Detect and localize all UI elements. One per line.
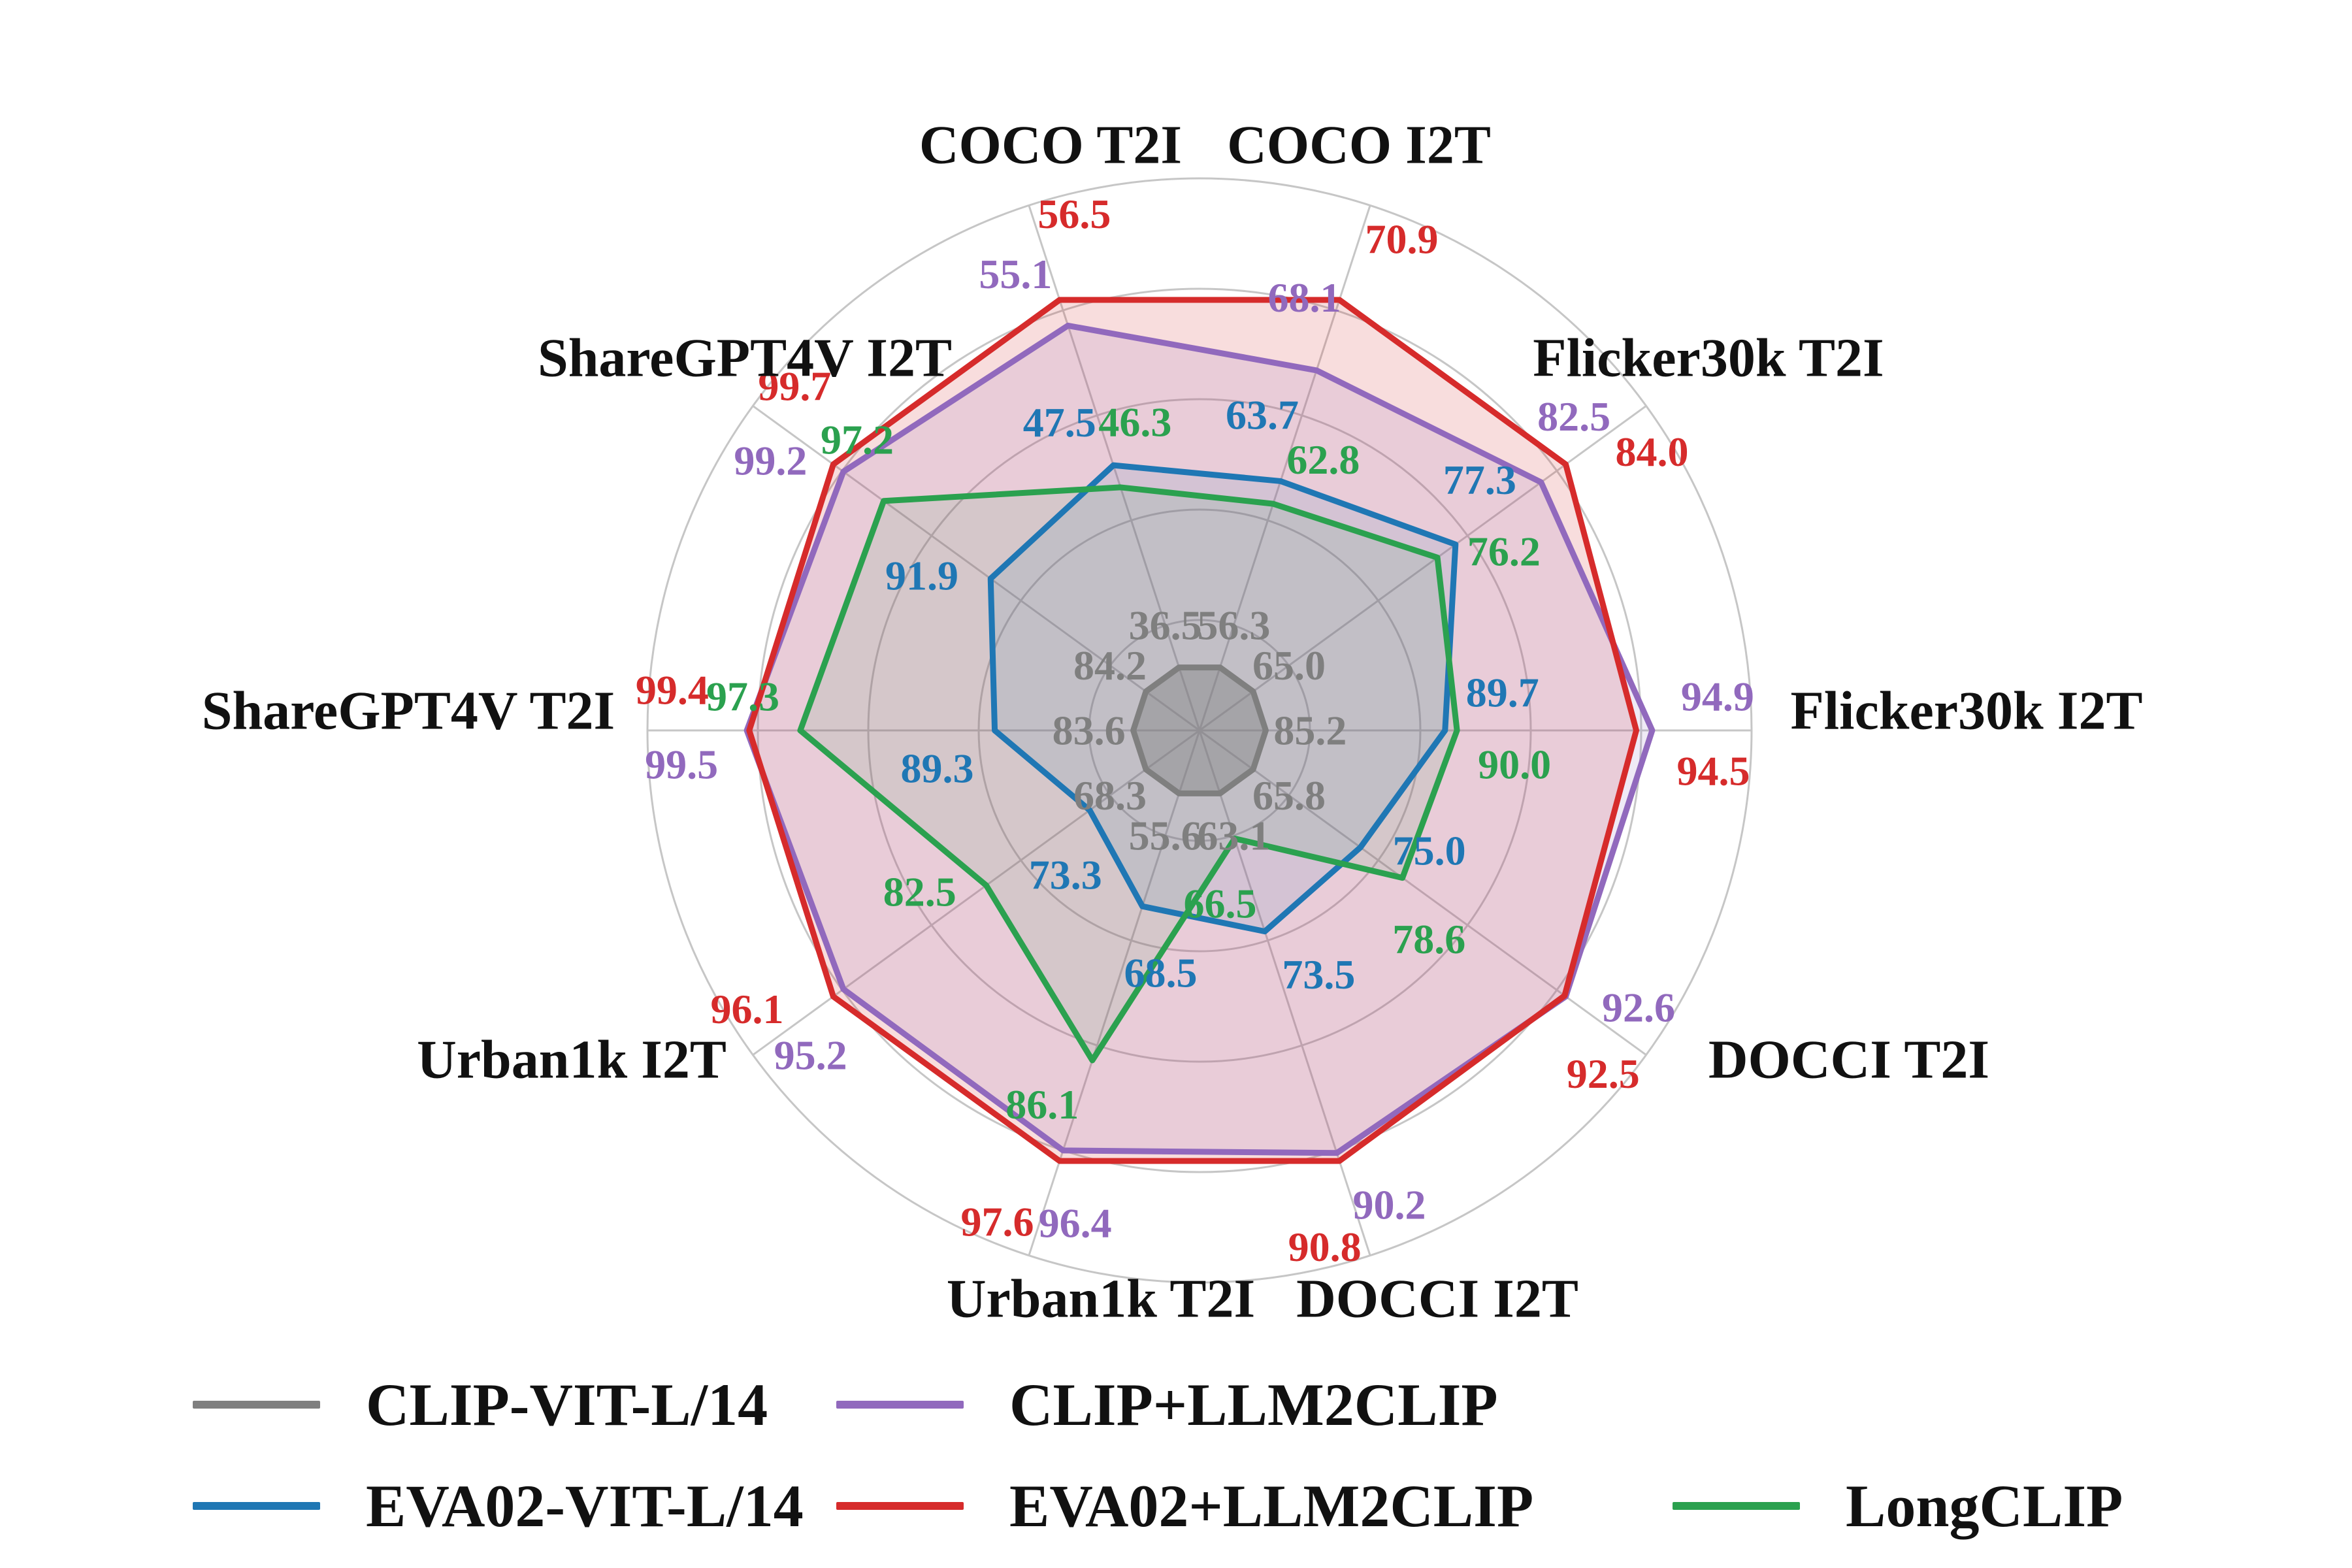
- legend-label-eva02-llm2clip: EVA02+LLM2CLIP: [1009, 1473, 1534, 1539]
- grid-spoke-docci-t2i: [1199, 729, 1647, 1056]
- value-label-clip-vit-l-14-coco-t2i: 36.5: [1129, 602, 1202, 648]
- value-label-longclip-urban1k-i2t: 82.5: [883, 868, 956, 915]
- axis-label-urban1k-i2t: Urban1k I2T: [417, 1030, 727, 1090]
- axis-label-coco-t2i: COCO T2I: [919, 115, 1182, 176]
- grid-spoke-docci-i2t: [1198, 730, 1371, 1256]
- value-label-clip-vit-l-14-sharegpt4v-t2i: 83.6: [1053, 708, 1126, 754]
- value-label-longclip-docci-t2i: 78.6: [1392, 916, 1465, 962]
- value-label-eva02-llm2clip-urban1k-t2i: 97.6: [960, 1199, 1034, 1245]
- axis-label-docci-t2i: DOCCI T2I: [1708, 1030, 1989, 1090]
- value-label-eva02-llm2clip-flicker30k-t2i: 84.0: [1615, 429, 1688, 475]
- value-label-clip-llm2clip-docci-i2t: 90.2: [1353, 1181, 1426, 1228]
- value-label-clip-llm2clip-flicker30k-t2i: 82.5: [1537, 393, 1610, 440]
- legend-swatch-eva02-vit-l-14: [193, 1502, 320, 1510]
- value-label-clip-vit-l-14-urban1k-i2t: 68.3: [1073, 772, 1147, 819]
- axis-label-sharegpt4v-t2i: ShareGPT4V T2I: [202, 681, 615, 742]
- value-label-clip-llm2clip-coco-t2i: 55.1: [979, 251, 1052, 297]
- value-label-eva02-vit-l-14-sharegpt4v-t2i: 89.3: [901, 745, 974, 792]
- value-label-clip-vit-l-14-docci-t2i: 65.8: [1252, 772, 1326, 819]
- grid-spoke-urban1k-i2t: [752, 729, 1200, 1056]
- value-label-clip-llm2clip-sharegpt4v-t2i: 99.5: [645, 742, 718, 788]
- value-label-eva02-llm2clip-urban1k-i2t: 96.1: [711, 986, 784, 1032]
- axis-label-docci-i2t: DOCCI I2T: [1296, 1269, 1578, 1330]
- legend-item-longclip: LongCLIP: [1673, 1476, 2123, 1536]
- legend-label-eva02-vit-l-14: EVA02-VIT-L/14: [366, 1473, 804, 1539]
- grid-spoke-coco-i2t: [1198, 204, 1371, 731]
- value-label-longclip-sharegpt4v-t2i: 97.3: [706, 674, 779, 720]
- axis-label-urban1k-t2i: Urban1k T2I: [947, 1269, 1255, 1330]
- value-label-eva02-llm2clip-docci-t2i: 92.5: [1567, 1051, 1640, 1097]
- value-label-longclip-flicker30k-t2i: 76.2: [1467, 528, 1541, 574]
- value-label-longclip-docci-i2t: 66.5: [1184, 881, 1257, 927]
- grid-spoke-urban1k-t2i: [1028, 730, 1201, 1256]
- value-label-eva02-llm2clip-coco-t2i: 56.5: [1037, 191, 1111, 237]
- value-label-clip-vit-l-14-flicker30k-t2i: 65.0: [1252, 642, 1326, 689]
- series-outline-eva02-llm2clip: [746, 297, 1640, 1164]
- legend-label-clip-llm2clip: CLIP+LLM2CLIP: [1009, 1371, 1498, 1438]
- legend-item-clip-llm2clip: CLIP+LLM2CLIP: [836, 1375, 1498, 1435]
- value-label-eva02-vit-l-14-coco-t2i: 47.5: [1023, 399, 1096, 446]
- value-label-eva02-vit-l-14-docci-i2t: 73.5: [1282, 951, 1355, 998]
- value-label-longclip-sharegpt4v-i2t: 97.2: [821, 417, 894, 463]
- value-label-eva02-vit-l-14-urban1k-t2i: 68.5: [1124, 949, 1197, 996]
- value-label-clip-llm2clip-urban1k-i2t: 95.2: [774, 1032, 847, 1078]
- value-label-clip-vit-l-14-flicker30k-i2t: 85.2: [1273, 708, 1347, 754]
- value-label-longclip-urban1k-t2i: 86.1: [1005, 1081, 1079, 1128]
- value-label-clip-llm2clip-docci-t2i: 92.6: [1602, 984, 1675, 1030]
- series-outline-eva02-vit-l-14: [987, 462, 1459, 935]
- value-label-eva02-llm2clip-sharegpt4v-i2t: 99.7: [758, 363, 831, 410]
- legend-label-clip-vit-l-14: CLIP-VIT-L/14: [366, 1371, 768, 1438]
- grid-spoke-flicker30k-t2i: [1199, 405, 1647, 732]
- legend-label-longclip: LongCLIP: [1846, 1473, 2123, 1539]
- legend-swatch-clip-vit-l-14: [193, 1401, 320, 1409]
- series-fill-eva02-llm2clip: [749, 300, 1637, 1161]
- legend-swatch-eva02-llm2clip: [836, 1502, 964, 1510]
- value-label-eva02-vit-l-14-urban1k-i2t: 73.3: [1029, 851, 1102, 898]
- value-label-eva02-vit-l-14-coco-i2t: 63.7: [1226, 391, 1299, 438]
- value-label-eva02-llm2clip-sharegpt4v-t2i: 99.4: [636, 667, 709, 713]
- value-label-clip-vit-l-14-sharegpt4v-i2t: 84.2: [1073, 642, 1147, 689]
- series-fill-eva02-vit-l-14: [990, 465, 1456, 932]
- legend-swatch-clip-llm2clip: [836, 1401, 964, 1409]
- value-label-longclip-flicker30k-i2t: 90.0: [1478, 742, 1551, 788]
- value-label-clip-llm2clip-coco-i2t: 68.1: [1268, 274, 1341, 321]
- legend-swatch-longclip: [1673, 1502, 1800, 1510]
- grid-spoke-sharegpt4v-i2t: [752, 405, 1200, 732]
- value-label-eva02-llm2clip-coco-i2t: 70.9: [1365, 216, 1439, 262]
- value-label-clip-llm2clip-urban1k-t2i: 96.4: [1039, 1200, 1112, 1247]
- value-label-clip-llm2clip-sharegpt4v-i2t: 99.2: [734, 438, 807, 484]
- value-label-clip-vit-l-14-coco-i2t: 56.3: [1197, 602, 1270, 648]
- value-label-eva02-vit-l-14-sharegpt4v-i2t: 91.9: [885, 552, 958, 598]
- legend-item-eva02-vit-l-14: EVA02-VIT-L/14: [193, 1476, 804, 1536]
- series-outline-clip-vit-l-14: [1130, 664, 1269, 796]
- series-fill-longclip: [800, 487, 1458, 1060]
- value-label-eva02-llm2clip-flicker30k-i2t: 94.5: [1677, 748, 1750, 794]
- axis-label-flicker30k-t2i: Flicker30k T2I: [1533, 328, 1884, 389]
- value-label-clip-llm2clip-flicker30k-i2t: 94.9: [1681, 674, 1754, 720]
- value-label-eva02-vit-l-14-docci-t2i: 75.0: [1393, 827, 1466, 874]
- axis-label-flicker30k-i2t: Flicker30k I2T: [1791, 681, 2143, 742]
- value-label-eva02-vit-l-14-flicker30k-i2t: 89.7: [1466, 670, 1539, 716]
- value-label-eva02-vit-l-14-flicker30k-t2i: 77.3: [1443, 457, 1516, 503]
- axis-label-coco-i2t: COCO I2T: [1227, 115, 1491, 176]
- value-label-longclip-coco-i2t: 62.8: [1286, 436, 1360, 483]
- axis-label-sharegpt4v-i2t: ShareGPT4V I2T: [538, 328, 952, 389]
- value-label-clip-vit-l-14-urban1k-t2i: 55.6: [1129, 813, 1202, 859]
- value-label-eva02-llm2clip-docci-i2t: 90.8: [1288, 1224, 1362, 1270]
- value-label-longclip-coco-t2i: 46.3: [1098, 399, 1171, 446]
- series-outline-longclip: [797, 484, 1460, 1064]
- legend-item-eva02-llm2clip: EVA02+LLM2CLIP: [836, 1476, 1533, 1536]
- value-label-clip-vit-l-14-docci-i2t: 63.1: [1197, 813, 1270, 859]
- series-fill-clip-vit-l-14: [1133, 667, 1266, 794]
- legend-item-clip-vit-l-14: CLIP-VIT-L/14: [193, 1375, 768, 1435]
